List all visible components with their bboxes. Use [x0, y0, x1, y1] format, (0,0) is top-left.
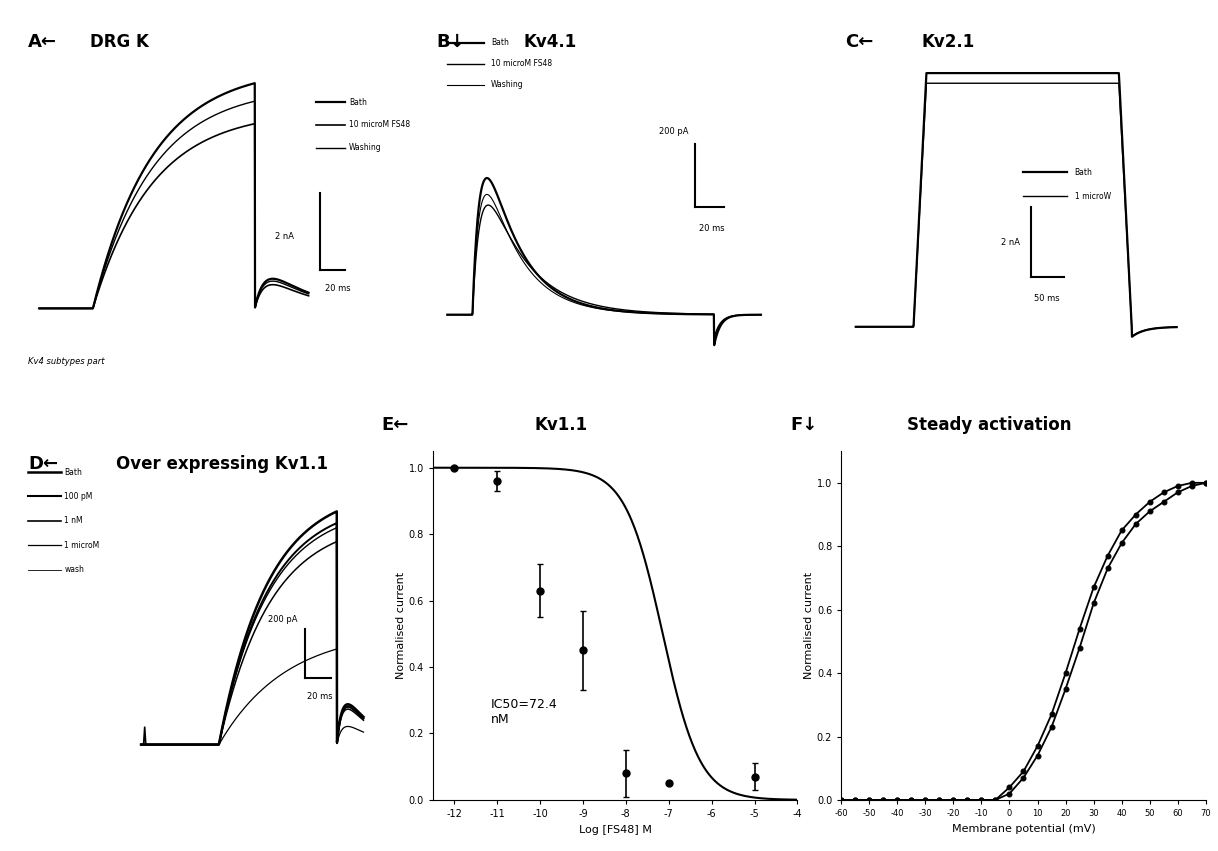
Text: Bath: Bath	[65, 467, 83, 477]
Text: 2 nA: 2 nA	[275, 232, 295, 241]
Text: D←: D←	[28, 454, 58, 472]
Text: IC50=72.4
nM: IC50=72.4 nM	[491, 698, 558, 726]
Text: 20 ms: 20 ms	[307, 692, 333, 700]
Text: 1 nM: 1 nM	[65, 517, 83, 525]
Y-axis label: Normalised current: Normalised current	[804, 572, 814, 679]
Text: 100 pM: 100 pM	[65, 492, 93, 501]
Text: 1 microW: 1 microW	[1074, 192, 1111, 201]
Text: 10 microM FS48: 10 microM FS48	[491, 60, 552, 68]
Text: 1 microM: 1 microM	[65, 540, 100, 550]
Text: Bath: Bath	[348, 98, 367, 106]
Text: 200 pA: 200 pA	[268, 615, 298, 624]
Text: Kv2.1: Kv2.1	[921, 32, 974, 50]
Text: Washing: Washing	[348, 143, 381, 152]
Text: Steady activation: Steady activation	[907, 416, 1072, 434]
Text: E←: E←	[381, 416, 409, 434]
Text: wash: wash	[65, 565, 84, 574]
Text: F↓: F↓	[790, 416, 817, 434]
X-axis label: Log [FS48] M: Log [FS48] M	[579, 825, 652, 835]
Text: Kv1.1: Kv1.1	[535, 416, 588, 434]
Text: 2 nA: 2 nA	[1001, 238, 1019, 248]
Text: Over expressing Kv1.1: Over expressing Kv1.1	[116, 454, 328, 472]
Text: Kv4.1: Kv4.1	[524, 32, 577, 50]
Text: 10 microM FS48: 10 microM FS48	[348, 121, 410, 129]
Y-axis label: Normalised current: Normalised current	[396, 572, 406, 679]
Text: 20 ms: 20 ms	[699, 225, 725, 233]
X-axis label: Membrane potential (mV): Membrane potential (mV)	[951, 824, 1095, 833]
Text: Bath: Bath	[491, 38, 509, 48]
Text: Bath: Bath	[1074, 168, 1093, 176]
Text: 20 ms: 20 ms	[325, 283, 351, 293]
Text: Kv4 subtypes part: Kv4 subtypes part	[28, 357, 105, 366]
Text: A←: A←	[28, 32, 57, 50]
Text: B↓: B↓	[436, 32, 465, 50]
Text: 200 pA: 200 pA	[659, 127, 688, 135]
Text: DRG K: DRG K	[90, 32, 149, 50]
Text: 50 ms: 50 ms	[1034, 294, 1060, 303]
Text: C←: C←	[845, 32, 873, 50]
Text: Washing: Washing	[491, 80, 524, 89]
